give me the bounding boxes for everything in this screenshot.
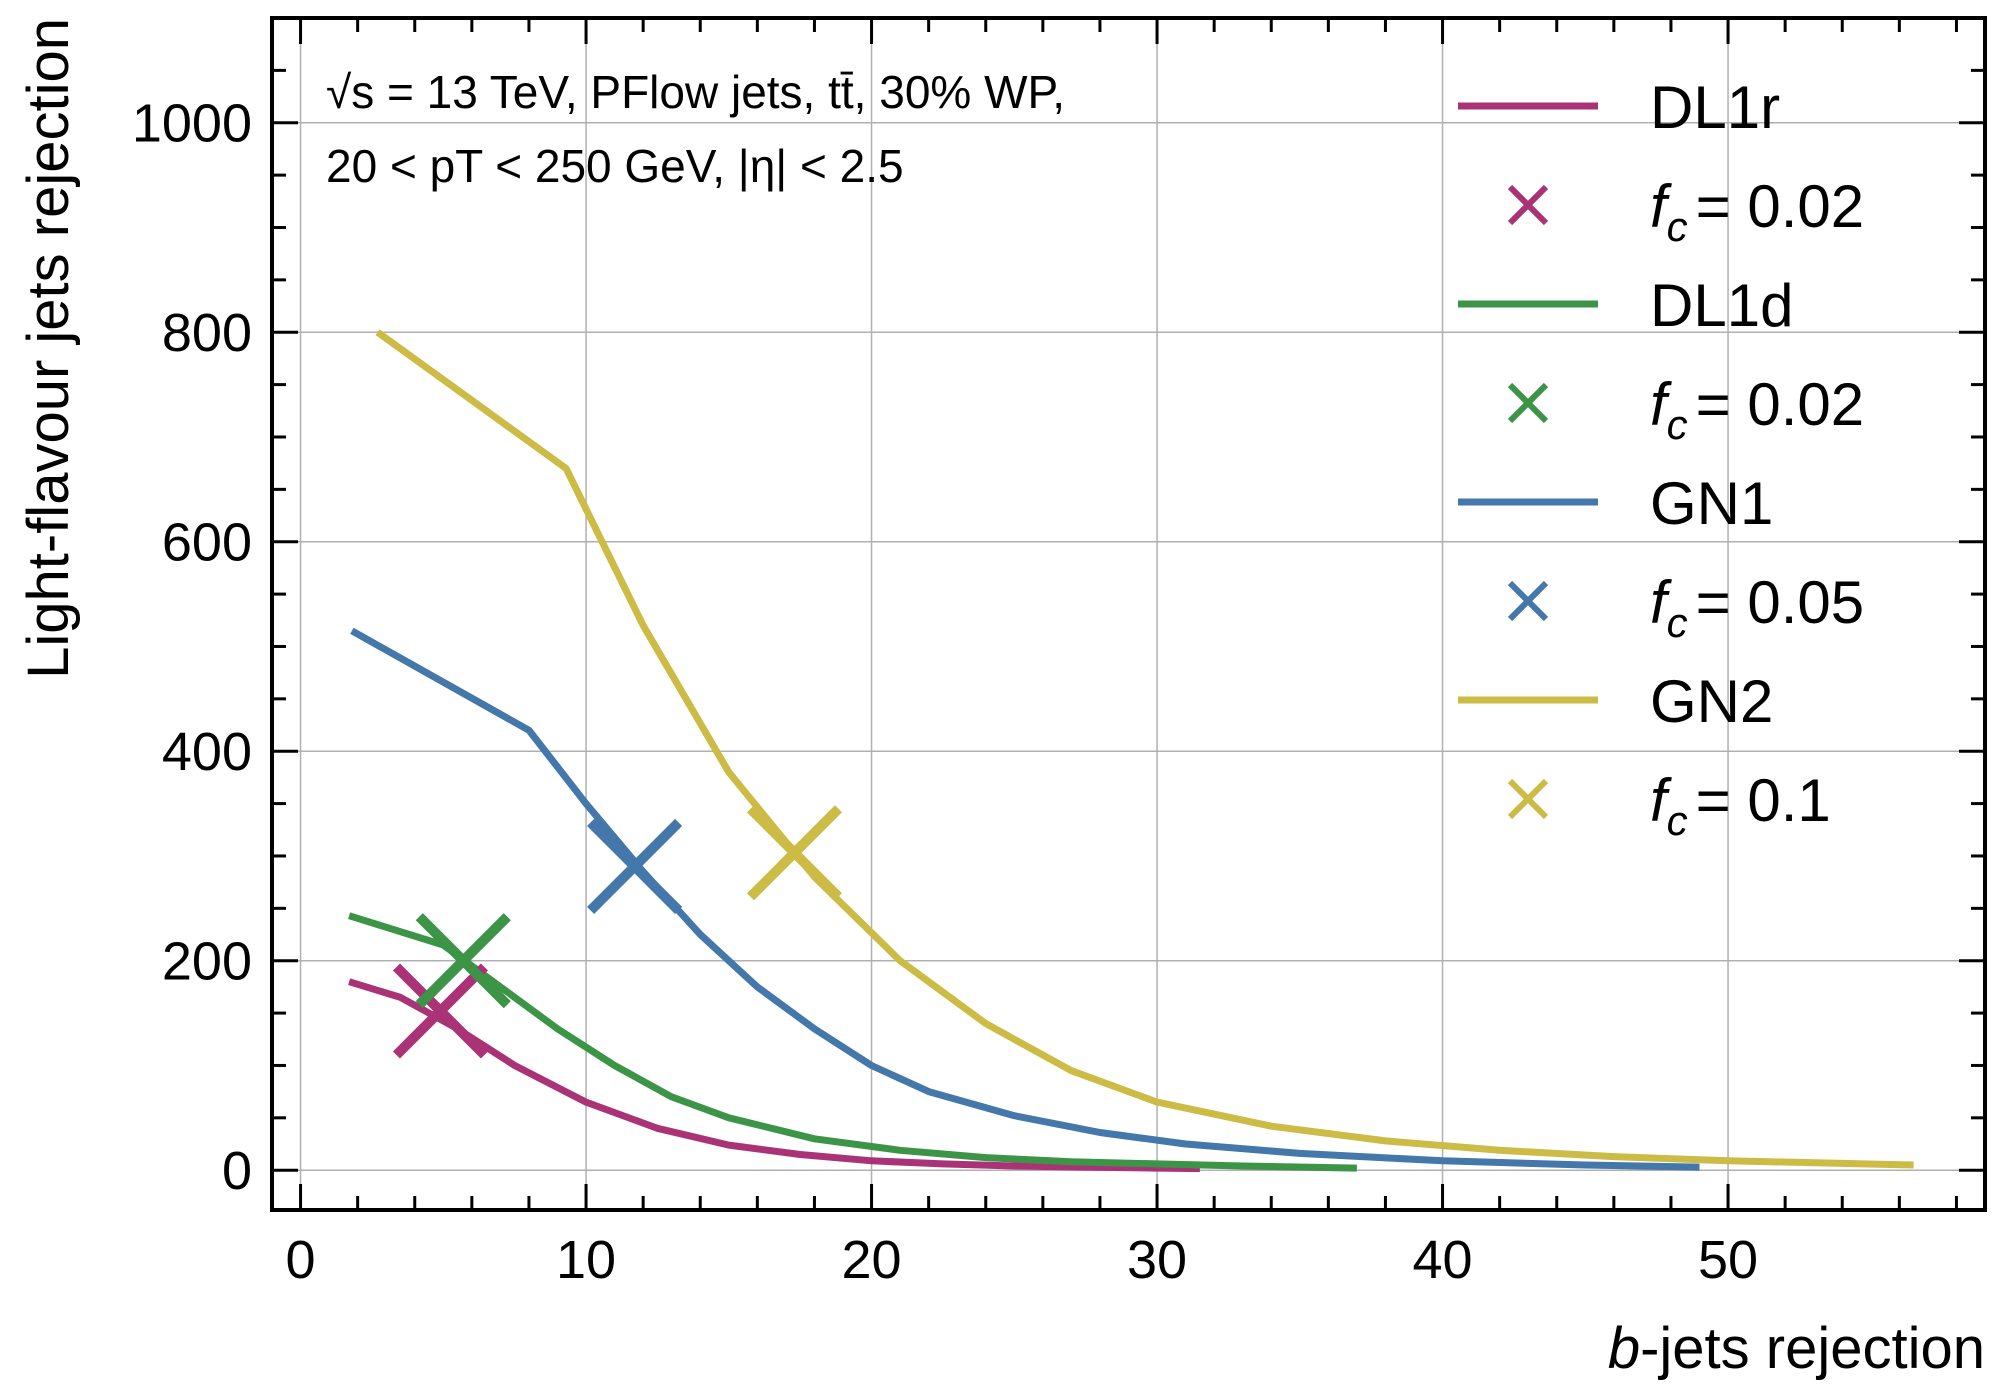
legend-marker-label: fc = 0.02 [1650,371,1864,448]
series-line-gn2 [375,329,1914,1169]
legend-marker-stroke [1507,184,1549,226]
y-tick-label: 800 [162,303,252,363]
legend-label-gn2: GN2 [1650,668,1773,735]
legend-marker [1507,778,1549,820]
legend-label-dl1r: DL1r [1650,74,1780,141]
working-point-marker [587,818,683,914]
working-point-marker [746,805,843,901]
legend-marker-label: fc = 0.1 [1650,767,1831,844]
x-axis-label: b-jets rejection [1608,1316,1985,1381]
series-line-dl1d [348,912,1357,1172]
x-tick-label: 30 [1127,1230,1187,1290]
legend-marker-stroke [1507,778,1549,820]
y-tick-label: 0 [222,1141,252,1201]
working-point-marker [415,913,511,1009]
y-tick-label: 200 [162,932,252,992]
legend-label-dl1d: DL1d [1650,272,1793,339]
legend-marker-stroke [1507,382,1549,424]
y-tick-label: 1000 [132,94,252,154]
legend-marker [1507,184,1549,226]
legend-label-gn1: GN1 [1650,470,1773,537]
working-point-marker [392,963,488,1059]
x-tick-label: 10 [556,1230,616,1290]
ticks [272,16,1985,1210]
tick-labels: 0 10 20 30 40 50 0 200 400 600 800 1000 [132,94,1758,1290]
legend-marker-label: fc = 0.05 [1650,569,1864,646]
y-tick-label: 600 [162,513,252,573]
series-line-gn1 [350,627,1700,1171]
y-axis-label: Light-flavour jets rejection [16,18,81,679]
x-tick-label: 20 [842,1230,902,1290]
marker-stroke [415,913,511,1009]
marker-layer [392,805,843,1059]
grid [272,18,1985,1210]
legend: DL1r fc = 0.02 DL1d fc = 0.02 GN1 fc = 0.05 GN2 fc… [1458,74,1864,844]
annotation-line-1: √s = 13 TeV, PFlow jets, tt̄, 30% WP, [326,66,1065,118]
legend-marker [1507,580,1549,622]
x-tick-label: 50 [1698,1230,1758,1290]
marker-stroke [746,805,843,901]
y-tick-label: 400 [162,722,252,782]
legend-marker-label: fc = 0.02 [1650,173,1864,250]
marker-stroke [587,818,683,914]
series-layer [348,329,1914,1173]
legend-marker-stroke [1507,580,1549,622]
x-tick-label: 40 [1413,1230,1473,1290]
marker-stroke [392,963,488,1059]
annotation: √s = 13 TeV, PFlow jets, tt̄, 30% WP, 20… [326,66,1065,192]
plot-frame [270,16,1987,1212]
legend-marker [1507,382,1549,424]
annotation-line-2: 20 < pT < 250 GeV, |η| < 2.5 [326,140,904,192]
x-tick-label: 0 [286,1230,316,1290]
